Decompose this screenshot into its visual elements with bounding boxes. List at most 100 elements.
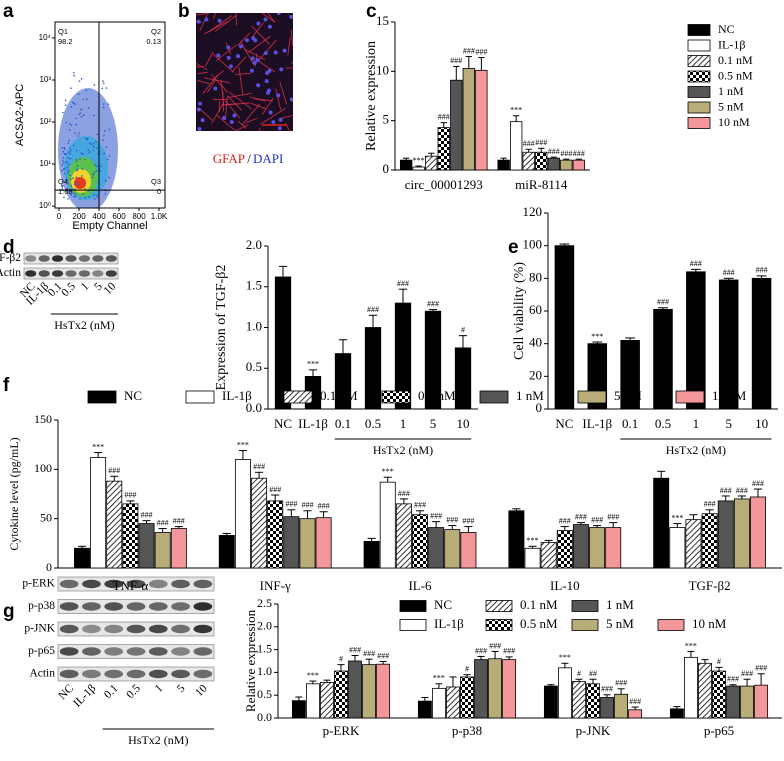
process: [226, 130, 228, 131]
y-tick-label: 2.0: [246, 237, 262, 252]
process: [227, 95, 242, 111]
process: [251, 25, 271, 45]
event-dot: [74, 132, 76, 134]
stain-separator: /: [247, 151, 251, 166]
quadrant-name: Q1: [58, 27, 68, 36]
bar: [726, 685, 740, 719]
event-dot: [70, 87, 72, 90]
event-dot: [66, 179, 69, 181]
bar: [524, 547, 541, 569]
significance: ###: [430, 511, 442, 520]
blot-band: [105, 270, 117, 277]
significance: ***: [237, 440, 249, 449]
event-dot: [67, 172, 69, 174]
x-tick-label: p-p65: [704, 723, 734, 738]
bar: [502, 659, 517, 719]
process: [287, 37, 291, 56]
blot-band: [126, 669, 146, 679]
bar: [554, 245, 575, 410]
significance: ###: [489, 641, 501, 650]
significance: ###: [318, 502, 330, 511]
event-dot: [85, 89, 88, 92]
event-dot: [105, 87, 108, 89]
x-tick-label: 200: [72, 212, 86, 221]
process: [240, 41, 255, 66]
event-dot: [61, 188, 64, 190]
nucleus: [273, 50, 278, 55]
significance: ###: [414, 501, 426, 510]
y-tick-label: 10³: [39, 75, 51, 84]
x-tick-label: 600: [112, 212, 126, 221]
bar: [90, 457, 107, 569]
lane-label: 0.5: [59, 280, 78, 299]
event-dot: [73, 72, 75, 74]
bar: [106, 480, 123, 569]
bar: [299, 518, 316, 569]
event-dot: [84, 137, 87, 140]
event-dot: [77, 135, 79, 137]
group-label: HsTx2 (nM): [128, 733, 188, 747]
event-dot: [92, 142, 95, 145]
legend-label: IL-1β: [434, 616, 464, 631]
x-tick-label: 5: [725, 416, 732, 431]
legend-label: 5 nM: [718, 99, 744, 113]
bar: [510, 121, 523, 171]
significance: ***: [307, 360, 319, 369]
nucleus: [204, 17, 209, 22]
process: [291, 61, 293, 65]
process: [199, 109, 213, 121]
event-dot: [72, 144, 75, 147]
nucleus: [256, 21, 261, 26]
blot-band: [59, 669, 79, 679]
nucleus: [238, 44, 243, 49]
event-dot: [74, 183, 76, 185]
group-label: HsTx2 (nM): [666, 443, 726, 457]
process: [258, 39, 277, 61]
significance: ###: [462, 516, 474, 525]
bar: [138, 523, 155, 569]
process: [227, 92, 252, 99]
significance: ###: [727, 675, 739, 684]
event-dot: [94, 164, 97, 166]
event-dot: [61, 164, 63, 166]
nucleus: [256, 83, 261, 88]
event-dot: [62, 161, 65, 164]
nucleus: [196, 19, 201, 24]
bar: [417, 700, 432, 719]
bar: [488, 658, 502, 719]
legend-label: 0.5 nM: [418, 388, 456, 403]
y-tick-label: 100: [523, 237, 543, 252]
bar: [698, 662, 712, 719]
significance: ###: [756, 266, 768, 275]
event-dot: [65, 121, 68, 124]
event-dot: [80, 152, 83, 155]
event-dot: [69, 123, 71, 125]
lane-label: 1: [79, 280, 92, 293]
event-dot: [75, 176, 78, 179]
process: [216, 114, 237, 131]
y-tick-label: 0.0: [257, 710, 272, 724]
legend-swatch: [399, 619, 427, 631]
significance: ###: [523, 139, 535, 148]
blot-band: [104, 602, 124, 611]
process: [248, 35, 271, 53]
event-dot: [107, 103, 110, 105]
bar: [558, 667, 572, 719]
x-tick-label: p-JNK: [576, 723, 611, 738]
event-dot: [76, 169, 78, 172]
group-label: HsTx2 (nM): [373, 443, 433, 457]
bar: [572, 524, 589, 569]
event-dot: [95, 170, 98, 172]
blot-band: [25, 255, 37, 262]
event-dot: [61, 180, 64, 183]
x-tick-label: 0.5: [365, 416, 381, 431]
event-dot: [72, 192, 75, 195]
y-tick-label: 1.5: [257, 641, 272, 655]
band-label: TGF-β2: [0, 252, 21, 264]
blot-band: [92, 270, 104, 277]
significance: ###: [124, 491, 136, 500]
event-dot: [68, 170, 70, 173]
bar: [669, 708, 684, 719]
bar: [234, 459, 251, 569]
process: [280, 114, 293, 119]
